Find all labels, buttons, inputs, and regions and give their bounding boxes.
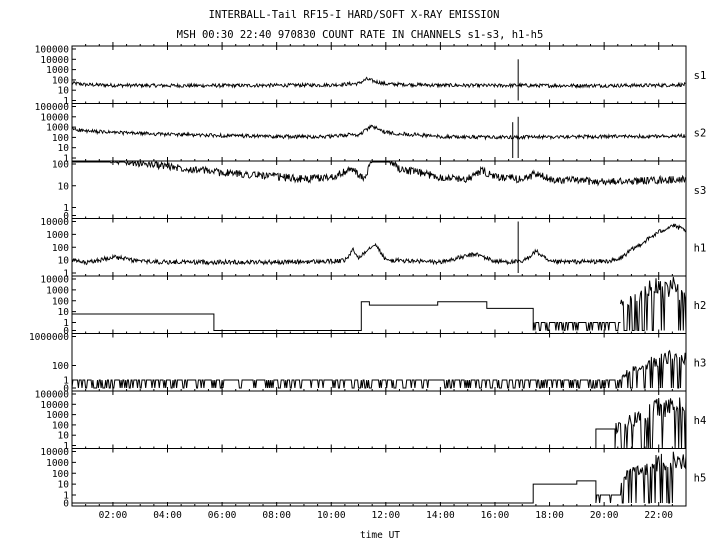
y-tick-label-s1: 1000 [46, 65, 69, 76]
y-tick-label-s1: 10 [58, 86, 70, 97]
y-tick-label-h4: 10000 [40, 400, 69, 411]
x-tick-label: 10:00 [317, 510, 346, 521]
y-tick-label-s2: 100 [52, 133, 69, 144]
y-tick-label-s1: 10000 [40, 55, 69, 66]
y-tick-label-s3: 100 [52, 160, 69, 171]
panel-label-s3: s3 [694, 185, 707, 197]
series-line-h2-0 [72, 301, 621, 331]
y-tick-label-s3: 0 [63, 211, 69, 222]
y-tick-label-s1: 100000 [35, 45, 70, 56]
y-tick-label-h4: 100 [52, 420, 69, 431]
panel-frame-h4 [71, 390, 687, 449]
y-tick-label-h2: 1 [63, 318, 69, 329]
series-line-h1-0 [71, 223, 686, 266]
panels: 100000100001000100101s110000010000100010… [29, 45, 706, 510]
panel-frame-s3 [71, 160, 687, 219]
y-tick-label-h4: 100000 [35, 390, 70, 401]
x-axis-label: time UT [360, 530, 400, 541]
chart-subtitle: MSH 00:30 22:40 970830 COUNT RATE IN CHA… [177, 29, 544, 41]
series-line-s3-0 [72, 160, 686, 187]
y-tick-label-h5: 1 [63, 491, 69, 502]
y-tick-label-h1: 10000 [40, 217, 69, 228]
y-tick-label-h4: 10 [58, 431, 70, 442]
x-tick-label: 22:00 [644, 510, 673, 521]
series-line-s1-0 [71, 76, 686, 89]
panel-frame-s2 [71, 103, 687, 162]
x-tick-label: 06:00 [208, 510, 237, 521]
x-tick-label: 18:00 [535, 510, 564, 521]
chart-title: INTERBALL-Tail RF15-I HARD/SOFT X-RAY EM… [209, 9, 500, 21]
y-tick-label-h1: 1000 [46, 230, 69, 241]
series-line-s2-0 [71, 124, 686, 141]
y-tick-label-h5: 1000 [46, 458, 69, 469]
y-tick-label-h2: 1000 [46, 285, 69, 296]
panel-s3: 100 10 10 s3 [52, 160, 707, 223]
panel-label-s1: s1 [694, 70, 707, 82]
y-tick-label-s3: 10 [58, 181, 70, 192]
y-tick-label-h3: 100 [52, 361, 69, 372]
x-tick-label: 02:00 [99, 510, 128, 521]
y-tick-label-s2: 1000 [46, 123, 69, 134]
y-tick-label-s2: 1 [63, 154, 69, 165]
y-tick-label-h5: 10 [58, 480, 70, 491]
panel-label-h5: h5 [694, 472, 707, 484]
x-tick-label: 08:00 [262, 510, 291, 521]
y-tick-label-s3: 1 [63, 203, 69, 214]
x-tick-label: 16:00 [481, 510, 510, 521]
y-tick-label-s2: 10 [58, 143, 70, 154]
y-tick-label-h4: 1 [63, 441, 69, 452]
y-tick-label-h1: 100 [52, 243, 69, 254]
y-tick-label-s1: 1 [63, 96, 69, 107]
y-tick-label-s2: 10000 [40, 112, 69, 123]
y-tick-label-h3: 1 [63, 376, 69, 387]
y-tick-label-h2: 0 [63, 326, 69, 337]
y-tick-label-h5: 0 [63, 499, 69, 510]
panel-label-h3: h3 [694, 357, 707, 369]
panel-frame-s1 [71, 45, 687, 104]
x-tick-label: 12:00 [372, 510, 401, 521]
y-tick-label-h5: 100 [52, 469, 69, 480]
panel-frame-h5 [71, 448, 687, 507]
panel-label-h1: h1 [694, 242, 707, 254]
series-line-h2-1 [620, 276, 687, 331]
y-tick-label-h3: 1000000 [29, 332, 69, 343]
y-tick-label-s1: 100 [52, 75, 69, 86]
panel-label-h4: h4 [694, 415, 707, 427]
panel-label-s2: s2 [694, 127, 707, 139]
y-tick-label-h1: 1 [63, 269, 69, 280]
x-tick-label: 20:00 [590, 510, 619, 521]
y-tick-label-h3: 0 [63, 384, 69, 395]
y-tick-label-h2: 10000 [40, 275, 69, 286]
series-line-h4-0 [72, 397, 687, 449]
x-axis: 02:00 04:00 06:00 08:00 10:00 12:00 14:00 16:00… [85, 42, 673, 521]
panel-h3: 1000000 100 10 h3 [29, 332, 706, 395]
y-tick-label-h4: 1000 [46, 410, 69, 421]
series-line-h3-0 [71, 349, 687, 389]
y-tick-label-h1: 10 [58, 256, 70, 267]
x-tick-label: 14:00 [426, 510, 455, 521]
x-tick-label: 04:00 [153, 510, 182, 521]
y-tick-label-s2: 100000 [35, 102, 70, 113]
series-line-h5-0 [72, 451, 687, 504]
y-tick-label-h2: 100 [52, 296, 69, 307]
y-tick-label-h5: 10000 [40, 447, 69, 458]
panel-h1: 10000 1000 100 10 1 h1 [40, 217, 706, 280]
y-tick-label-h2: 10 [58, 307, 70, 318]
panel-frame-h1 [71, 218, 687, 277]
panel-label-h2: h2 [694, 300, 707, 312]
